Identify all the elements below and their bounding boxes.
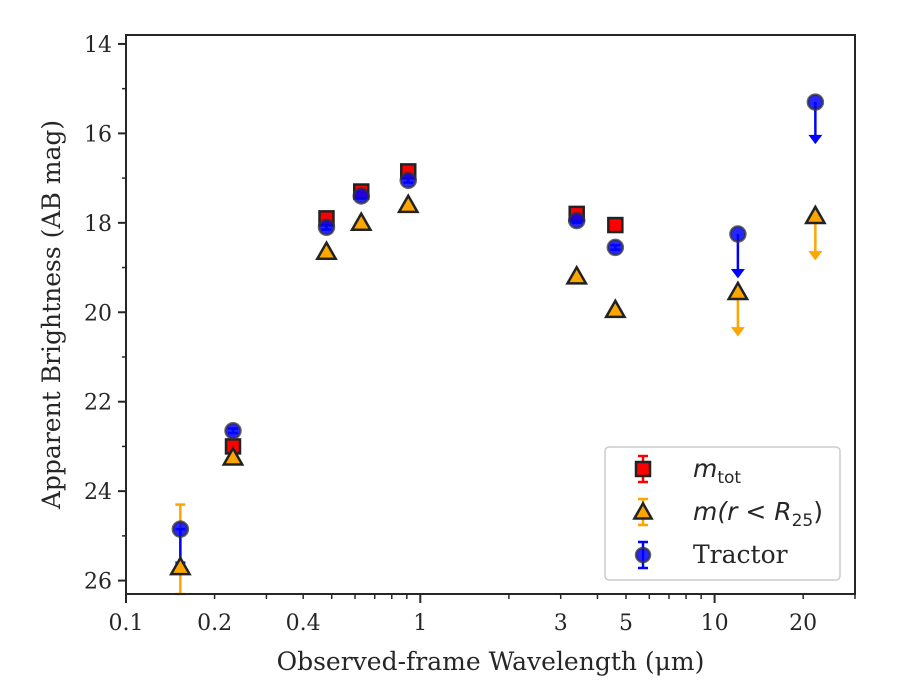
data-point xyxy=(607,216,624,234)
markers-square xyxy=(224,163,624,455)
x-tick-label: 1 xyxy=(413,611,427,636)
data-point xyxy=(729,225,747,243)
legend-marker xyxy=(634,460,652,478)
x-tick-label: 5 xyxy=(619,611,633,636)
data-point xyxy=(317,218,336,237)
legend-label: Tractor xyxy=(693,540,788,569)
data-point xyxy=(804,204,827,225)
data-point xyxy=(567,211,586,230)
legend-marker xyxy=(632,500,654,520)
data-point xyxy=(726,280,750,301)
y-tick-label: 16 xyxy=(84,122,112,147)
legend-label: m(r < R25) xyxy=(693,497,823,531)
y-tick-label: 22 xyxy=(84,391,112,416)
y-tick-label: 24 xyxy=(84,480,112,505)
y-tick-label: 20 xyxy=(84,301,112,326)
data-point xyxy=(806,93,825,111)
upper-limit-arrow xyxy=(730,327,745,337)
upper-limit-arrow xyxy=(730,268,745,279)
data-point xyxy=(315,240,338,261)
plot-frame xyxy=(125,34,856,595)
data-point xyxy=(349,211,373,231)
markers-circle xyxy=(171,93,825,538)
data-point xyxy=(606,238,625,257)
x-tick-label: 0.1 xyxy=(109,611,144,636)
series-square xyxy=(228,167,621,452)
legend-entry: mtot xyxy=(634,454,741,488)
x-tick-label: 0.2 xyxy=(197,611,232,636)
y-tick-label: 26 xyxy=(84,570,112,595)
y-tick-label: 18 xyxy=(84,212,112,237)
legend-label: mtot xyxy=(693,454,741,488)
plot-area xyxy=(168,93,827,596)
data-point xyxy=(565,264,589,285)
upper-limit-arrow xyxy=(808,251,823,261)
data-point xyxy=(396,193,420,214)
x-tick-label: 20 xyxy=(789,611,817,636)
x-tick-label: 10 xyxy=(701,611,729,636)
markers-triangle xyxy=(168,193,827,576)
data-point xyxy=(168,555,192,576)
data-point xyxy=(224,422,242,440)
x-tick-label: 3 xyxy=(554,611,568,636)
legend-entry: m(r < R25) xyxy=(632,497,823,531)
data-point xyxy=(603,298,627,319)
y-axis-label: Apparent Brightness (AB mag) xyxy=(37,120,66,510)
data-point xyxy=(352,187,370,205)
legend: mtot m(r < R25) Tractor xyxy=(604,446,841,581)
axes: 14 16 18 20 22 24 26 0.1 0.2 0.4 1 3 5 10 20 xyxy=(84,33,856,636)
x-tick-label: 0.4 xyxy=(286,611,321,636)
upper-limit-arrow xyxy=(808,134,823,145)
legend-marker xyxy=(634,546,652,564)
data-point xyxy=(399,171,417,190)
legend-entry: Tractor xyxy=(634,540,788,570)
x-axis-label: Observed-frame Wavelength (μm) xyxy=(277,647,705,676)
legend-box xyxy=(604,446,841,581)
y-tick-label: 14 xyxy=(84,33,112,58)
data-point xyxy=(221,445,245,466)
data-point xyxy=(171,520,190,538)
